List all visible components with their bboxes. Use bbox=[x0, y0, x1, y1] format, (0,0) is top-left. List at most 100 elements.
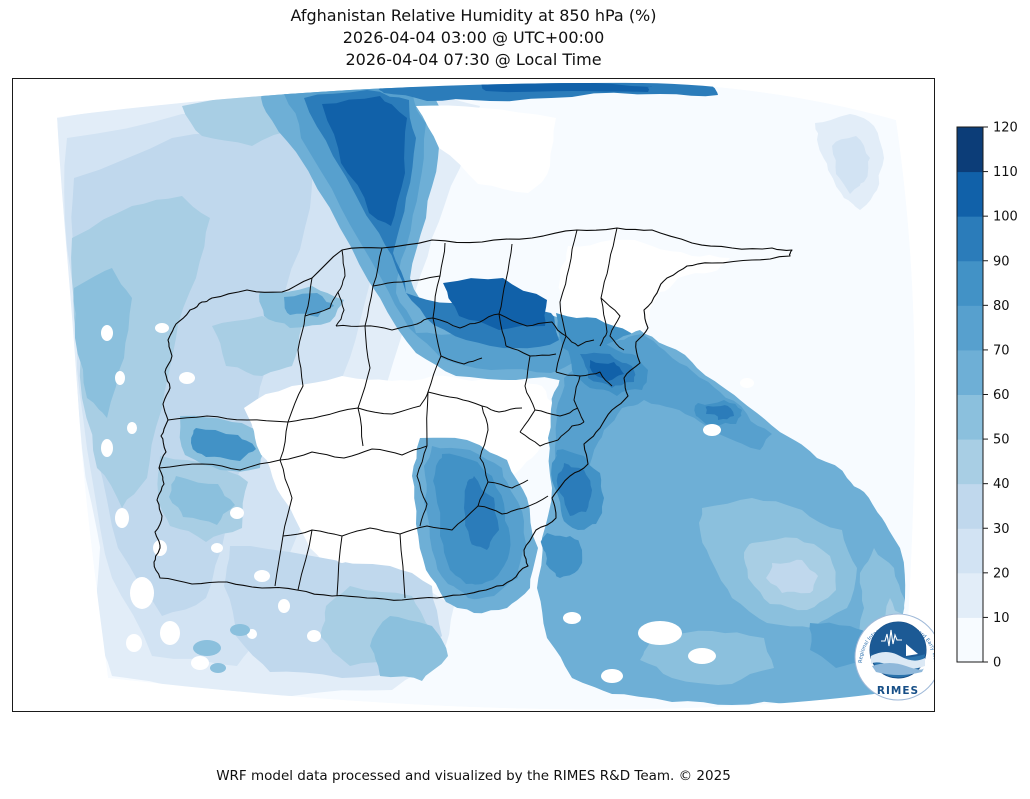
colorbar-segment bbox=[957, 617, 983, 663]
contour-fill bbox=[589, 360, 624, 381]
contour-fill bbox=[169, 476, 235, 525]
plot-subtitle-local: 2026-04-04 07:30 @ Local Time bbox=[345, 50, 602, 69]
province-boundary bbox=[487, 479, 529, 489]
province-boundary bbox=[498, 243, 513, 347]
colorbar-tick-label: 30 bbox=[993, 522, 1010, 537]
plot-title: Afghanistan Relative Humidity at 850 hPa… bbox=[290, 6, 657, 25]
low-humidity-hole bbox=[230, 507, 244, 519]
low-humidity-hole bbox=[703, 424, 721, 436]
contour-fill-spot bbox=[210, 663, 226, 673]
province-boundary bbox=[477, 495, 549, 515]
province-boundary bbox=[335, 313, 567, 337]
province-boundary bbox=[372, 275, 441, 287]
province-boundary bbox=[416, 445, 428, 527]
low-humidity-hole bbox=[130, 577, 154, 609]
colorbar-layer: 0 10 20 30 40 50 60 70 80 90 100 110 120 bbox=[956, 121, 1018, 671]
low-humidity-hole bbox=[307, 630, 321, 642]
contour-fill-layer bbox=[57, 82, 915, 710]
colorbar-segment bbox=[957, 439, 983, 485]
province-boundary bbox=[565, 335, 595, 347]
colorbar-tick-label: 70 bbox=[993, 343, 1010, 358]
province-boundary bbox=[282, 505, 479, 537]
low-humidity-hole bbox=[563, 612, 581, 624]
colorbar-svg: 0 10 20 30 40 50 60 70 80 90 100 110 120 bbox=[956, 121, 1018, 671]
logo-wordmark: RIMES bbox=[877, 685, 919, 697]
low-humidity-hole bbox=[601, 669, 623, 683]
contour-fill bbox=[766, 559, 818, 594]
contour-fill bbox=[464, 476, 499, 550]
attribution-text: WRF model data processed and visualized … bbox=[216, 768, 731, 784]
colorbar-segment bbox=[957, 260, 983, 306]
plot-subtitle-utc: 2026-04-04 03:00 @ UTC+00:00 bbox=[342, 28, 605, 47]
low-humidity-hole bbox=[155, 323, 169, 333]
contour-fill bbox=[416, 105, 556, 193]
low-humidity-hole bbox=[101, 325, 113, 341]
contour-fill-spot bbox=[193, 640, 221, 656]
province-boundary bbox=[304, 291, 339, 317]
low-humidity-hole bbox=[115, 371, 125, 385]
logo-sail-icon bbox=[906, 644, 918, 656]
contour-fill bbox=[370, 616, 448, 681]
province-boundary bbox=[600, 297, 625, 351]
low-humidity-hole bbox=[336, 553, 348, 563]
contour-fill bbox=[443, 278, 547, 330]
province-boundary-layer bbox=[153, 227, 793, 601]
colorbar-tick-label: 60 bbox=[993, 388, 1010, 403]
colorbar-tick-label: 0 bbox=[993, 656, 1001, 671]
colorbar-segment bbox=[957, 305, 983, 351]
province-boundary bbox=[519, 431, 559, 447]
province-boundary bbox=[158, 459, 281, 471]
province-boundary bbox=[167, 415, 289, 423]
colorbar-tick-label: 110 bbox=[993, 165, 1018, 180]
province-boundary bbox=[357, 247, 383, 447]
contour-fill bbox=[705, 405, 734, 420]
map-svg: Regional Integrated Multi-Hazard Early W… bbox=[12, 78, 935, 712]
low-humidity-hole bbox=[688, 648, 716, 664]
low-humidity-hole bbox=[127, 422, 137, 434]
country-outline bbox=[153, 227, 793, 601]
colorbar-segment bbox=[957, 394, 983, 440]
low-humidity-hole bbox=[254, 570, 270, 582]
province-boundary bbox=[557, 421, 585, 441]
colorbar-tick-label: 100 bbox=[993, 210, 1018, 225]
low-humidity-hole bbox=[278, 599, 290, 613]
colorbar-segment bbox=[957, 349, 983, 395]
province-boundary bbox=[555, 229, 578, 373]
logo-seismograph-icon bbox=[881, 629, 902, 647]
contour-fill bbox=[540, 533, 583, 578]
province-boundary bbox=[279, 445, 428, 461]
colorbar-tick-label: 120 bbox=[993, 121, 1018, 136]
province-boundary bbox=[297, 529, 313, 591]
low-humidity-hole bbox=[126, 634, 142, 652]
colorbar-segment bbox=[957, 572, 983, 618]
colorbar-segment bbox=[957, 127, 983, 173]
province-boundary bbox=[555, 371, 613, 387]
colorbar-tick-label: 40 bbox=[993, 477, 1010, 492]
colorbar-tick-label: 50 bbox=[993, 433, 1010, 448]
contour-fill bbox=[212, 316, 302, 376]
province-boundary bbox=[426, 391, 429, 447]
contour-fill bbox=[244, 375, 558, 623]
rimes-logo: Regional Integrated Multi-Hazard Early W… bbox=[854, 613, 935, 701]
axes-frame bbox=[12, 78, 935, 712]
colorbar-tick-label: 90 bbox=[993, 254, 1010, 269]
colorbar-tick-label: 10 bbox=[993, 611, 1010, 626]
logo-wave-upper bbox=[871, 652, 925, 669]
low-humidity-hole bbox=[740, 378, 754, 388]
contour-fill bbox=[191, 428, 256, 461]
province-boundary bbox=[287, 391, 523, 423]
colorbar-tick-label: 20 bbox=[993, 566, 1010, 581]
colorbar-segment bbox=[957, 483, 983, 529]
province-boundary bbox=[440, 355, 483, 365]
colorbar-segment bbox=[957, 171, 983, 217]
low-humidity-hole bbox=[115, 508, 129, 528]
province-boundary bbox=[399, 533, 406, 599]
low-humidity-hole bbox=[101, 439, 113, 457]
low-humidity-hole bbox=[638, 621, 682, 645]
province-boundary bbox=[573, 375, 585, 423]
contour-fill-spot bbox=[230, 624, 250, 636]
province-boundary bbox=[519, 355, 536, 433]
contour-fill bbox=[322, 96, 407, 226]
plot-title-block: Afghanistan Relative Humidity at 850 hPa… bbox=[12, 5, 935, 71]
